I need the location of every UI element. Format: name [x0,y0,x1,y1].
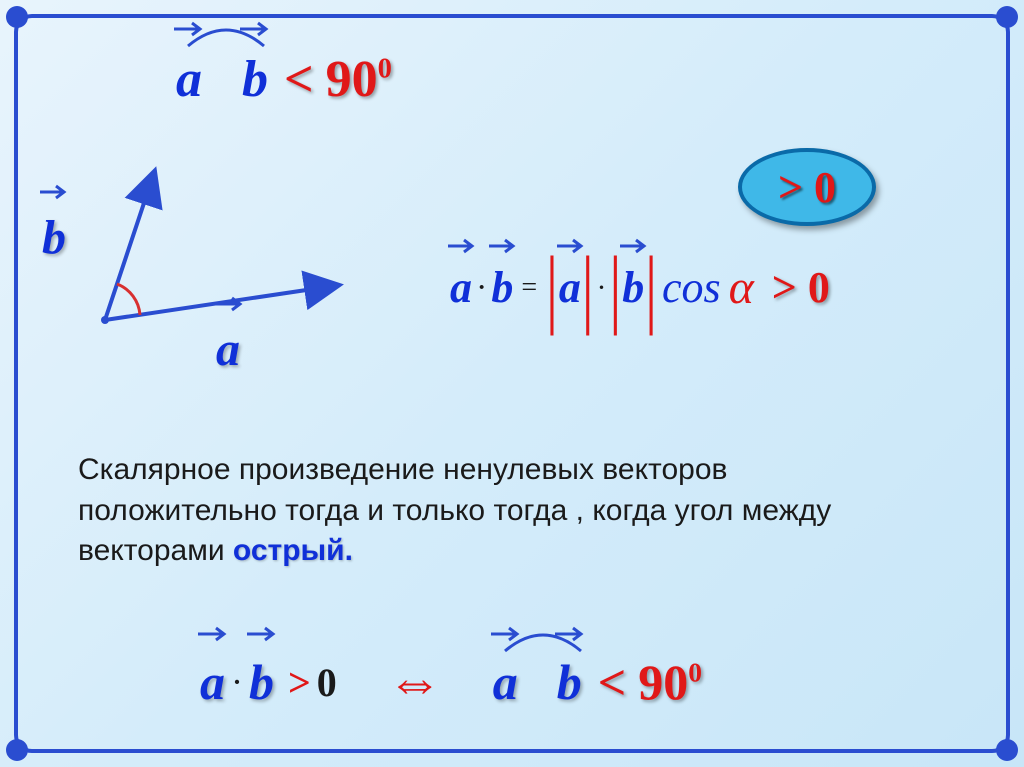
text-line-3a: векторами [78,534,233,567]
explanation-text: Скалярное произведение ненулевых векторо… [78,450,831,572]
bottom-equiv: a · b > 0 ⇔ a b < [200,650,702,714]
f-alpha: α [729,260,754,315]
dot-product-formula: a · b = | a | · | b | cos α > 0 [450,260,830,315]
f-vec-a: a [450,263,472,312]
b-dot: · [231,661,243,703]
f-dot: · [476,269,487,307]
f-cos: cos [662,262,721,313]
abs-bar: | [583,237,593,339]
ellipse-zero: 0 [814,163,836,212]
text-line-1: Скалярное произведение ненулевых векторо… [78,450,831,491]
b-ninety: 90 [638,654,688,710]
slide-content: a b < 900 b [0,0,1024,767]
b-angle-b: b [557,654,582,710]
b-sup: 0 [688,656,702,687]
text-line-2: положительно тогда и только тогда , когд… [78,491,831,532]
text-line-3b: острый. [233,534,353,567]
vector-arrow-icon [555,626,855,651]
b-zero: 0 [317,659,337,706]
abs-bar: | [547,237,557,339]
b-gt: > [288,659,311,706]
ellipse-badge: > 0 [738,148,876,226]
b-vec-b: b [249,654,274,710]
f-abs-b: b [622,263,644,312]
f-dot2: · [597,271,607,305]
f-abs-a: a [559,263,581,312]
diagram-a-label: a [216,323,240,376]
b-angle-a: a [493,654,518,710]
vector-arrow-icon [40,184,340,208]
vector-arrow-icon [620,238,920,260]
diagram-b-label: b [42,211,66,264]
abs-bar: | [611,237,621,339]
b-lt: < [598,653,627,711]
f-gt0: > 0 [772,262,830,313]
b-vec-a: a [200,654,225,710]
f-vec-b: b [491,263,513,312]
iff-icon: ⇔ [387,650,443,714]
f-eq: = [521,272,537,304]
abs-bar: | [646,237,656,339]
ellipse-gt: > [778,163,803,212]
